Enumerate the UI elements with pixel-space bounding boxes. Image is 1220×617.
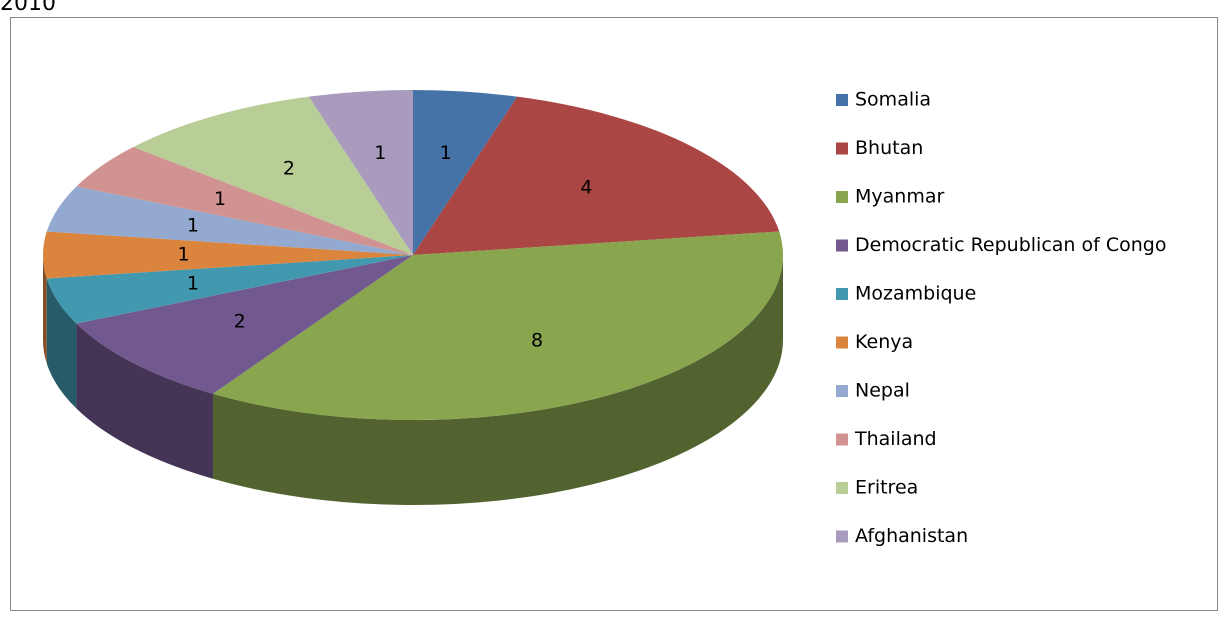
slice-side (212, 255, 783, 505)
slice-side (76, 323, 213, 479)
legend-swatch (836, 530, 848, 543)
legend-label: Thailand (854, 428, 937, 450)
legend-label: Eritrea (855, 477, 918, 499)
data-label: 1 (187, 272, 199, 294)
pie-slice (46, 255, 414, 324)
pie-slice (413, 96, 780, 256)
pie-slice (133, 96, 413, 256)
pie-slice (212, 231, 784, 420)
legend-swatch (836, 288, 848, 300)
data-label: 8 (531, 330, 543, 352)
legend-swatch (836, 433, 848, 446)
legend-swatch (836, 191, 848, 203)
pie-slice (308, 90, 413, 255)
legend-label: Bhutan (855, 137, 923, 159)
legend-swatch (836, 142, 848, 155)
legend-label: Mozambique (855, 283, 976, 305)
legend-swatch (836, 239, 848, 252)
legend-swatch (836, 94, 848, 106)
data-label: 4 (580, 177, 592, 199)
data-label: 1 (374, 142, 386, 164)
legend-label: Somalia (855, 89, 931, 111)
slice-side (43, 255, 47, 364)
pie-slice (46, 186, 414, 255)
data-label: 2 (283, 157, 295, 179)
legend-swatch (836, 336, 848, 349)
chart-title: 2010 (0, 0, 56, 16)
pie-slice (413, 90, 518, 255)
data-label: 1 (187, 215, 199, 237)
data-label: 1 (440, 142, 452, 164)
data-label: 1 (178, 244, 190, 266)
legend-swatch (836, 482, 848, 494)
legend-label: Kenya (855, 331, 913, 353)
pie-slice (43, 231, 414, 279)
legend-label: Myanmar (855, 186, 944, 208)
legend-label: Nepal (855, 380, 910, 402)
legend-label: Democratic Republican of Congo (855, 234, 1166, 256)
pie-slice (76, 146, 414, 255)
legend-swatch (836, 385, 848, 397)
data-label: 2 (234, 310, 246, 332)
legend-label: Afghanistan (855, 525, 968, 547)
data-label: 1 (214, 188, 226, 210)
slice-side (46, 278, 77, 409)
pie-slice (76, 255, 414, 394)
